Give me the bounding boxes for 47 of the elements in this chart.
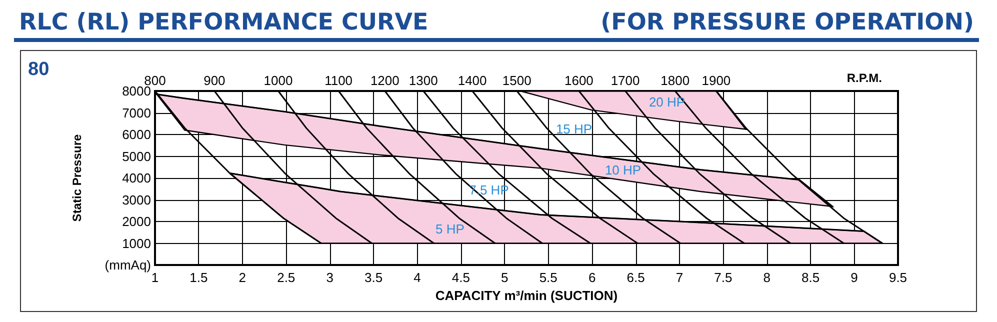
x-tick-label: 8 (763, 270, 770, 285)
series-label: 1800 (660, 73, 690, 88)
text: R.P.M. (846, 71, 882, 85)
y-tick-label: 2000 (122, 214, 151, 229)
series-label: 1900 (702, 73, 731, 88)
x-tick-label: 4 (414, 270, 421, 285)
y-tick-label: 7000 (122, 105, 151, 120)
series-label: 900 (204, 73, 226, 88)
x-tick-label: 1 (151, 270, 159, 285)
chart-title: RLC (RL) PERFORMANCE CURVE (19, 10, 428, 36)
x-tick-label: 3 (326, 270, 334, 285)
annotation: 10 HP (604, 162, 642, 178)
series-label: 1600 (564, 73, 594, 88)
y-axis-title: Static Pressure (70, 134, 84, 222)
y-tick-label: 1000 (122, 236, 151, 251)
x-tick-label: 9.5 (888, 270, 908, 285)
series-label: 1000 (264, 73, 293, 88)
annotation: 5 HP (436, 222, 464, 236)
x-tick-label: 2 (238, 270, 246, 285)
series-label: 1300 (408, 73, 438, 88)
series-label: 1100 (324, 73, 353, 88)
series-label: 1200 (370, 73, 400, 88)
x-tick-label: 3.5 (364, 270, 383, 285)
chart-subtitle: (FOR PRESSURE OPERATION) (600, 10, 974, 36)
y-tick-label: (mmAq) (104, 258, 151, 272)
annotation: 20 HP (648, 94, 686, 110)
x-tick-label: 1.5 (190, 270, 208, 285)
annotation: 15 HP (556, 122, 592, 136)
y-tick-label: 5000 (122, 148, 151, 164)
x-tick-label: 2.5 (277, 270, 296, 285)
x-tick-label: 8.5 (802, 270, 820, 285)
x-tick-label: 5 (501, 270, 508, 285)
x-tick-label: 6 (588, 270, 596, 285)
x-tick-label: 7.5 (714, 270, 732, 285)
series-label: 1400 (458, 73, 487, 88)
text: 80 (28, 59, 50, 80)
x-tick-label: 9 (850, 270, 858, 285)
series-label: 1500 (502, 73, 532, 88)
y-tick-label: 3000 (122, 192, 151, 208)
x-tick-label: 4.5 (452, 270, 470, 285)
y-tick-label: 4000 (122, 170, 151, 186)
x-tick-label: 5.5 (539, 270, 558, 285)
x-axis-title: CAPACITY m³/min (SUCTION) (435, 288, 618, 303)
series-label: 1700 (610, 73, 640, 88)
y-tick-label: 6000 (122, 127, 151, 142)
x-tick-label: 7 (676, 270, 684, 285)
x-tick-label: 6.5 (626, 270, 645, 285)
